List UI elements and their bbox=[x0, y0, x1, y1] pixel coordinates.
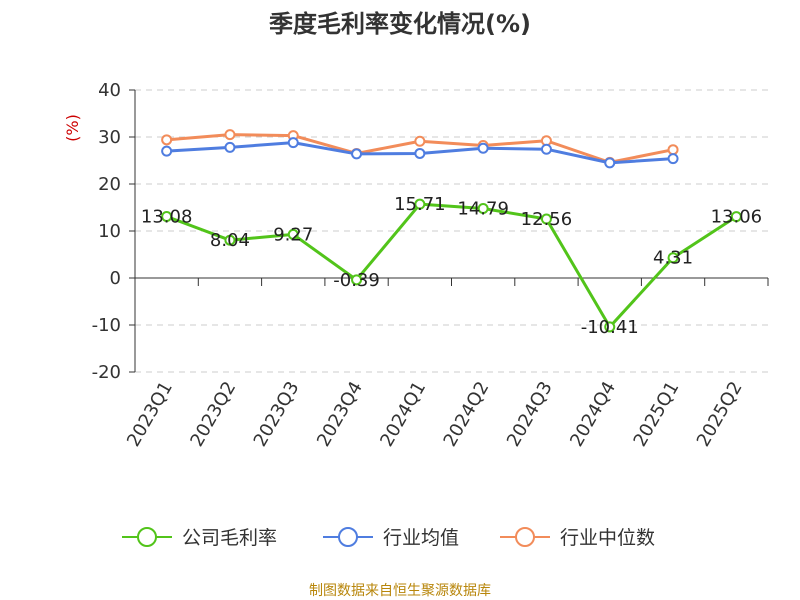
legend-marker bbox=[515, 527, 535, 547]
data-point bbox=[161, 134, 173, 146]
x-tick-label: 2023Q4 bbox=[313, 378, 367, 450]
data-point bbox=[477, 202, 489, 214]
x-tick-label: 2023Q2 bbox=[186, 378, 240, 450]
x-tick-label: 2023Q1 bbox=[123, 378, 177, 450]
data-label: 9.27 bbox=[273, 224, 313, 245]
series-line bbox=[166, 202, 738, 329]
data-point bbox=[730, 211, 742, 223]
data-label: 15.71 bbox=[394, 194, 446, 215]
data-point bbox=[667, 153, 679, 165]
data-point bbox=[604, 321, 616, 333]
data-label: 8.04 bbox=[210, 230, 250, 251]
data-point bbox=[351, 274, 363, 286]
series-layer bbox=[161, 129, 742, 333]
legend: 公司毛利率 行业均值 行业中位数 bbox=[122, 527, 655, 549]
source-note: 制图数据来自恒生聚源数据库 bbox=[309, 583, 491, 599]
x-tick-label: 2024Q4 bbox=[566, 378, 620, 450]
data-point bbox=[161, 211, 173, 223]
legend-marker bbox=[137, 527, 157, 547]
y-axis-label: (%) bbox=[63, 114, 82, 142]
data-labels: 13.08 8.04 9.27 -0.39 15.71 14.79 12.56 -10.41 4… bbox=[141, 194, 762, 338]
series-行业均值 bbox=[161, 137, 679, 169]
y-tick-label: 10 bbox=[98, 221, 121, 242]
data-point bbox=[414, 135, 426, 147]
chart-title: 季度毛利率变化情况(%) bbox=[269, 10, 531, 38]
x-tick-label: 2024Q3 bbox=[503, 378, 557, 450]
y-tick-label: -10 bbox=[92, 315, 121, 336]
data-label: 12.56 bbox=[521, 209, 573, 230]
legend-marker bbox=[338, 527, 358, 547]
data-label: -10.41 bbox=[581, 317, 639, 338]
data-point bbox=[224, 129, 236, 141]
legend-label: 公司毛利率 bbox=[182, 527, 277, 549]
legend-item: 行业中位数 bbox=[500, 527, 655, 549]
y-tick-label: 40 bbox=[98, 80, 121, 101]
legend-label: 行业均值 bbox=[383, 527, 459, 549]
data-label: 13.06 bbox=[711, 207, 763, 228]
x-tick-label: 2025Q2 bbox=[693, 378, 747, 450]
y-tick-label: 20 bbox=[98, 174, 121, 195]
data-label: 4.31 bbox=[653, 248, 693, 269]
data-point bbox=[414, 198, 426, 210]
x-tick-label: 2023Q3 bbox=[250, 378, 304, 450]
x-tick-label: 2024Q2 bbox=[440, 378, 494, 450]
data-label: 14.79 bbox=[457, 198, 509, 219]
data-point bbox=[477, 142, 489, 154]
y-tick-label: 30 bbox=[98, 127, 121, 148]
data-point bbox=[287, 228, 299, 240]
x-tick-label: 2024Q1 bbox=[376, 378, 430, 450]
data-point bbox=[224, 141, 236, 153]
legend-item: 行业均值 bbox=[323, 527, 459, 549]
data-label: 13.08 bbox=[141, 207, 193, 228]
data-point bbox=[224, 234, 236, 246]
data-point bbox=[161, 145, 173, 157]
x-tick-label: 2025Q1 bbox=[629, 378, 683, 450]
data-point bbox=[351, 148, 363, 160]
data-point bbox=[604, 157, 616, 169]
data-point bbox=[667, 144, 679, 156]
series-公司毛利率 bbox=[161, 198, 742, 333]
data-point bbox=[414, 147, 426, 159]
data-point bbox=[667, 252, 679, 264]
legend-label: 行业中位数 bbox=[560, 527, 655, 549]
data-label: -0.39 bbox=[333, 270, 380, 291]
y-tick-label: -20 bbox=[92, 362, 121, 383]
data-point bbox=[287, 137, 299, 149]
y-tick-label: 0 bbox=[110, 268, 121, 289]
data-point bbox=[540, 143, 552, 155]
legend-item: 公司毛利率 bbox=[122, 527, 277, 549]
data-point bbox=[540, 213, 552, 225]
